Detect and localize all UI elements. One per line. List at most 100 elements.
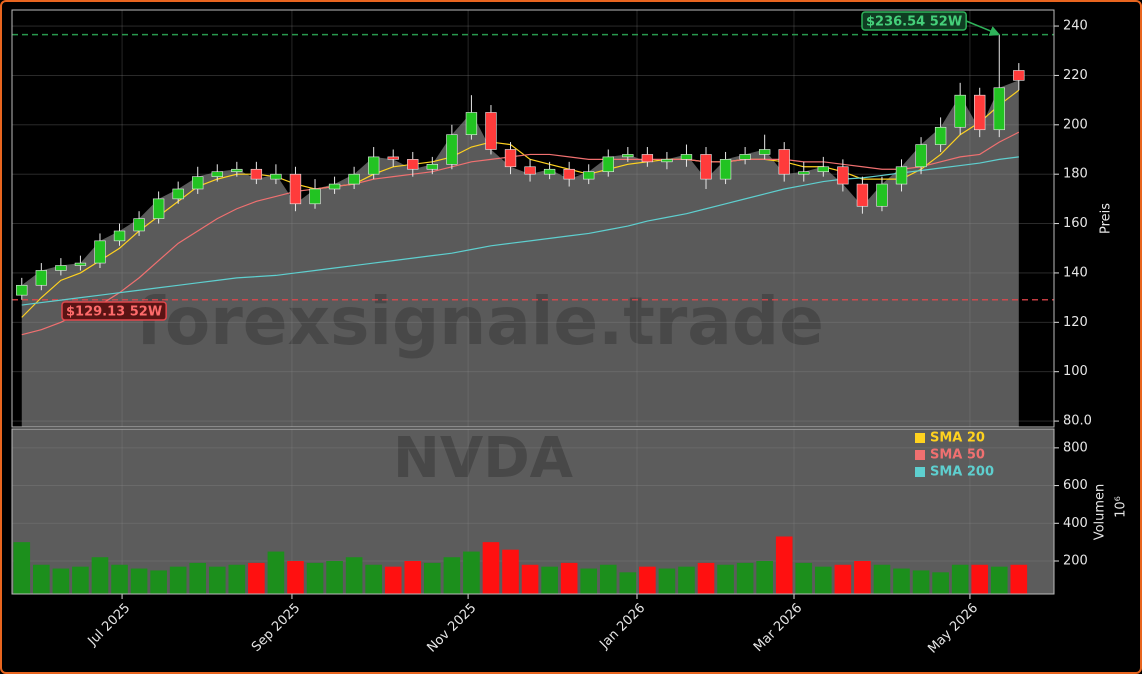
legend-label: SMA 20 bbox=[930, 431, 985, 446]
candle-body bbox=[250, 168, 263, 180]
volume-bar bbox=[248, 562, 265, 594]
volume-bar bbox=[619, 572, 637, 594]
volume-bar bbox=[834, 564, 852, 594]
candle-body bbox=[934, 126, 947, 145]
volume-bar bbox=[678, 566, 695, 594]
candle-body bbox=[856, 183, 869, 207]
volume-bar bbox=[912, 570, 930, 594]
volume-bar bbox=[541, 566, 558, 594]
y-tick-label: 160 bbox=[1063, 216, 1088, 231]
candle-body bbox=[289, 173, 302, 205]
candle-body bbox=[328, 183, 341, 190]
volume-bar bbox=[130, 568, 148, 594]
x-tick-label: Sep 2025 bbox=[249, 601, 303, 655]
watermark: NVDA bbox=[393, 426, 574, 491]
candle-body bbox=[152, 198, 165, 219]
volume-bar bbox=[404, 561, 422, 594]
y-tick-label: 180 bbox=[1063, 167, 1088, 182]
volume-bar bbox=[815, 566, 832, 594]
candle-body bbox=[407, 159, 419, 170]
volume-bar bbox=[932, 572, 949, 594]
candle-body bbox=[426, 164, 438, 170]
candle-body bbox=[74, 262, 87, 266]
volume-bar bbox=[267, 551, 285, 594]
volume-bar bbox=[326, 561, 343, 594]
candle-body bbox=[309, 188, 321, 205]
volume-bar bbox=[443, 557, 461, 594]
x-tick-label: Jan 2026 bbox=[597, 601, 649, 653]
candle-body bbox=[543, 168, 556, 175]
sma-line bbox=[21, 89, 1020, 318]
volume-bar bbox=[52, 568, 70, 594]
candle-body bbox=[231, 168, 243, 173]
candle-body bbox=[622, 154, 634, 158]
volume-bar bbox=[463, 551, 480, 594]
volume-bar bbox=[482, 542, 500, 594]
volume-bar bbox=[951, 564, 969, 594]
y-tick-label: 600 bbox=[1063, 478, 1088, 493]
volume-bar bbox=[208, 566, 226, 594]
y-tick-label: 80.0 bbox=[1063, 414, 1092, 429]
candle-body bbox=[465, 112, 478, 135]
candle-body bbox=[641, 154, 654, 163]
candle-body bbox=[993, 87, 1005, 131]
y-tick-label: 120 bbox=[1063, 315, 1088, 330]
candle-body bbox=[719, 159, 732, 180]
candle-body bbox=[446, 134, 458, 165]
candle-body bbox=[778, 149, 790, 175]
y-tick-label: 100 bbox=[1063, 364, 1088, 379]
annotation-label: $236.54 52W bbox=[866, 15, 962, 30]
volume-bar bbox=[736, 562, 754, 594]
candle-body bbox=[485, 112, 497, 150]
annotation-arrow bbox=[965, 20, 1001, 36]
panel-border bbox=[11, 428, 1055, 595]
volume-bar bbox=[72, 566, 89, 594]
annotation: $236.54 52W bbox=[861, 11, 967, 31]
volume-bar bbox=[560, 562, 578, 594]
volume-bar bbox=[697, 562, 715, 594]
candle-body bbox=[876, 183, 888, 207]
volume-bar bbox=[189, 562, 207, 594]
volume-bar bbox=[658, 568, 676, 594]
legend-label: SMA 50 bbox=[930, 448, 985, 463]
price-area bbox=[21, 80, 1019, 427]
volume-bar bbox=[287, 561, 304, 594]
candle-body bbox=[837, 166, 849, 185]
volume-bar bbox=[873, 564, 891, 594]
candle-body bbox=[661, 159, 673, 163]
candle-body bbox=[798, 171, 810, 175]
volume-bar bbox=[580, 568, 598, 594]
candle-body bbox=[211, 171, 223, 177]
volume-bar bbox=[306, 562, 324, 594]
legend-swatch bbox=[915, 450, 925, 460]
candle-body bbox=[172, 188, 184, 200]
legend-swatch bbox=[915, 433, 925, 443]
candle-body bbox=[270, 173, 282, 180]
candle-body bbox=[817, 166, 829, 173]
volume-bar bbox=[384, 566, 402, 594]
candle-body bbox=[504, 149, 517, 168]
volume-bar bbox=[521, 564, 539, 594]
candle-body bbox=[367, 156, 380, 175]
annotation: $129.13 52W bbox=[61, 301, 167, 321]
candle-body bbox=[113, 230, 126, 242]
sma-line bbox=[21, 131, 1020, 336]
volume-bar bbox=[111, 564, 128, 594]
y-tick-label: 240 bbox=[1063, 19, 1088, 34]
candle-body bbox=[915, 144, 927, 168]
y-tick-label: 140 bbox=[1063, 265, 1088, 280]
candle-body bbox=[133, 218, 145, 232]
candle-body bbox=[387, 156, 399, 160]
candle-body bbox=[563, 168, 575, 180]
candle-body bbox=[700, 154, 712, 180]
candle-body bbox=[739, 154, 751, 160]
x-tick-label: Jul 2025 bbox=[85, 601, 134, 650]
legend-label: SMA 200 bbox=[930, 465, 994, 480]
candle-body bbox=[16, 284, 28, 296]
volume-bar bbox=[599, 564, 617, 594]
x-tick-label: Nov 2025 bbox=[425, 601, 480, 656]
y-tick-label: 200 bbox=[1063, 117, 1088, 132]
y-axis-unit: 10⁶ bbox=[1114, 496, 1129, 518]
candle-body bbox=[35, 270, 48, 286]
